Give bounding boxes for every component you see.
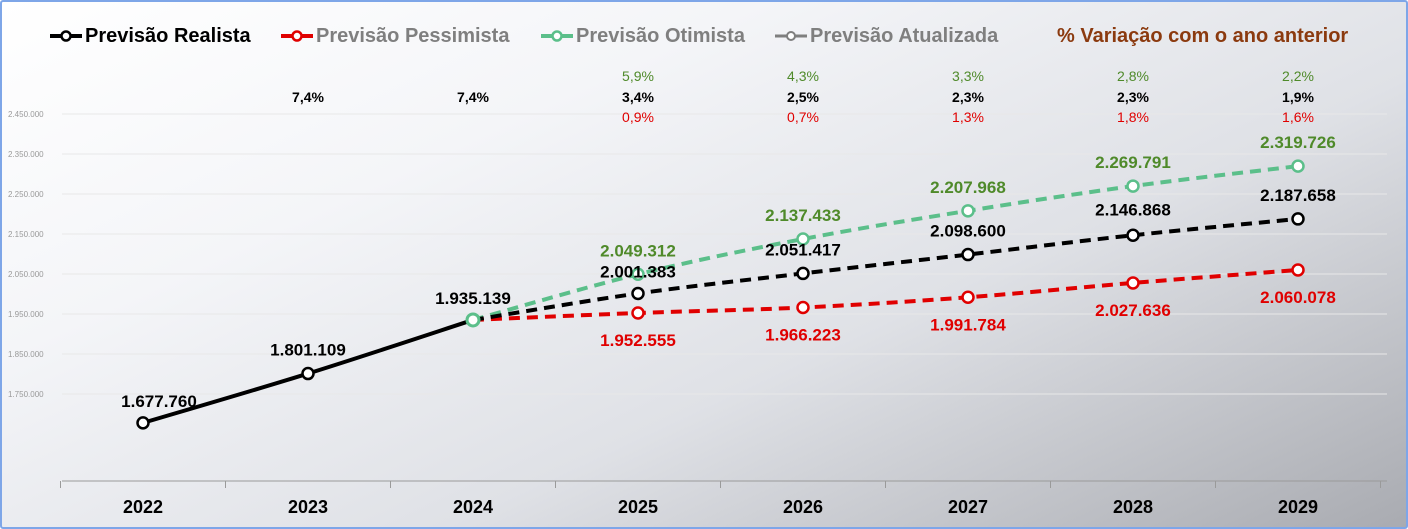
legend-marker-otimista	[541, 30, 573, 42]
data-label-pessimista: 1.991.784	[930, 315, 1006, 334]
data-point-pessimista	[631, 306, 645, 320]
y-tick-label: 1.950.000	[8, 310, 44, 319]
variation-otimista: 3,3%	[952, 68, 984, 84]
data-label-realista: 1.801.109	[270, 341, 346, 360]
variation-pessimista: 0,9%	[622, 109, 654, 125]
variation-otimista: 5,9%	[622, 68, 654, 84]
y-tick-label: 1.850.000	[8, 350, 44, 359]
data-point-realista	[1126, 228, 1140, 243]
y-tick-label: 2.250.000	[8, 190, 44, 199]
legend-item-atualizada: Previsão Atualizada	[774, 22, 998, 50]
variation-pessimista: 1,6%	[1282, 109, 1314, 125]
legend-item-pessimista: Previsão Pessimista	[280, 22, 509, 50]
data-label-realista: 2.001.383	[600, 262, 676, 281]
data-point-otimista	[631, 267, 645, 282]
variation-otimista: 4,3%	[787, 68, 819, 84]
data-label-realista: 2.098.600	[930, 222, 1006, 241]
legend-label-pessimista: Previsão Pessimista	[316, 24, 510, 47]
legend-marker-atualizada	[775, 31, 807, 41]
series-line-pessimista	[472, 267, 1299, 322]
data-point-pessimista	[961, 290, 975, 305]
x-tick-label: 2026	[783, 497, 823, 517]
data-label-otimista: 2.319.726	[1260, 133, 1336, 152]
variation-realista: 2,3%	[1117, 89, 1149, 105]
y-tick-label: 2.450.000	[8, 110, 44, 119]
y-tick-label: 2.150.000	[8, 230, 44, 239]
variation-realista: 2,3%	[952, 89, 984, 105]
data-label-pessimista: 1.952.555	[600, 331, 676, 350]
series-line-otimista	[472, 164, 1299, 322]
data-label-otimista: 2.269.791	[1095, 153, 1171, 172]
data-label-realista: 1.677.760	[121, 392, 197, 411]
data-point-pessimista	[796, 300, 810, 315]
y-tick-label: 2.350.000	[8, 150, 44, 159]
legend-label-atualizada: Previsão Atualizada	[810, 24, 999, 47]
legend-label-variacao: % Variação com o ano anterior	[1057, 24, 1349, 47]
data-point-realista	[961, 247, 975, 262]
x-tick-label: 2024	[453, 497, 493, 517]
x-tick-label: 2029	[1278, 497, 1318, 517]
legend-item-variacao: % Variação com o ano anterior	[1057, 22, 1348, 50]
data-label-otimista: 2.049.312	[600, 241, 676, 260]
variation-realista: 3,4%	[622, 89, 654, 105]
data-point-otimista	[1291, 159, 1305, 173]
x-tick-label: 2023	[288, 497, 328, 517]
data-label-pessimista: 1.966.223	[765, 326, 841, 345]
x-tick-label: 2025	[618, 497, 658, 517]
data-point-realista	[1291, 212, 1305, 226]
data-point-realista	[796, 266, 810, 281]
data-point-otimista	[1126, 179, 1140, 193]
x-tick-label: 2027	[948, 497, 988, 517]
data-point-pessimista	[1291, 263, 1305, 277]
data-label-realista: 2.051.417	[765, 240, 841, 259]
variation-otimista: 2,8%	[1117, 68, 1149, 84]
series-line-realista-previsao	[472, 216, 1299, 322]
data-label-otimista: 2.207.968	[930, 178, 1006, 197]
data-label-pessimista: 2.027.636	[1095, 301, 1171, 320]
legend-label-realista: Previsão Realista	[85, 24, 251, 47]
data-point-realista	[301, 366, 315, 381]
legend-item-otimista: Previsão Otimista	[540, 22, 745, 50]
variation-otimista: 2,2%	[1282, 68, 1314, 84]
data-point-2024	[465, 312, 481, 328]
data-label-otimista: 2.137.433	[765, 206, 841, 225]
data-point-realista	[136, 416, 150, 430]
data-point-otimista	[796, 232, 810, 246]
variation-realista: 7,4%	[457, 89, 489, 105]
data-point-realista	[631, 286, 645, 301]
y-tick-label: 1.750.000	[8, 390, 44, 399]
data-label-realista: 2.146.868	[1095, 200, 1171, 219]
data-point-otimista	[961, 204, 975, 218]
variation-pessimista: 1,8%	[1117, 109, 1149, 125]
x-tick-label: 2022	[123, 497, 163, 517]
variation-realista: 2,5%	[787, 89, 819, 105]
data-label-realista: 2.187.658	[1260, 186, 1336, 205]
data-label-realista: 1.935.139	[435, 289, 511, 308]
x-tick-label: 2028	[1113, 497, 1153, 517]
legend: Previsão Realista Previsão Pessimista Pr…	[2, 22, 1406, 52]
variation-pessimista: 0,7%	[787, 109, 819, 125]
y-tick-label: 2.050.000	[8, 270, 44, 279]
data-point-pessimista	[1126, 276, 1140, 290]
legend-label-otimista: Previsão Otimista	[576, 24, 745, 47]
variation-realista: 7,4%	[292, 89, 324, 105]
legend-marker-pessimista	[281, 30, 313, 42]
legend-item-realista: Previsão Realista	[49, 22, 251, 50]
data-label-pessimista: 2.060.078	[1260, 288, 1336, 307]
legend-marker-realista	[50, 30, 82, 42]
variation-pessimista: 1,3%	[952, 109, 984, 125]
variation-realista: 1,9%	[1282, 89, 1314, 105]
